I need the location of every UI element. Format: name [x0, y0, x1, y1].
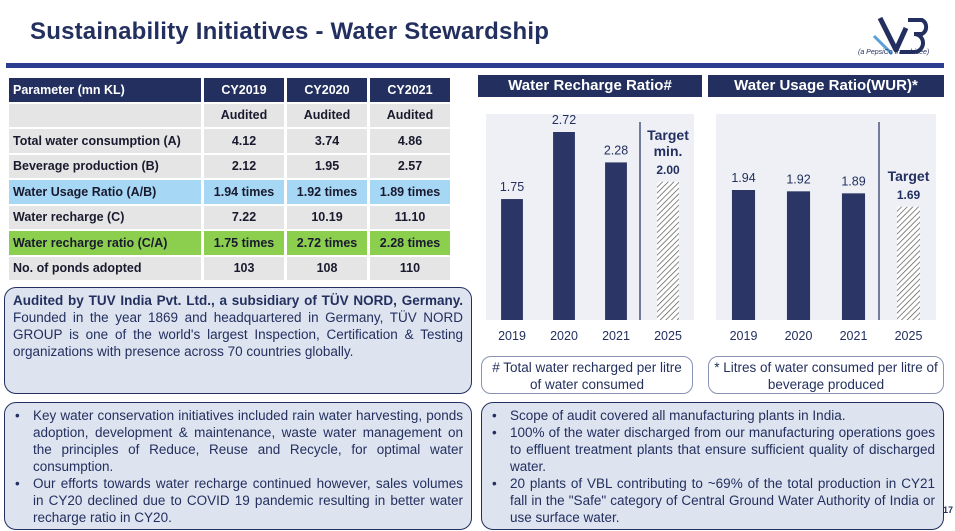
table-cell: 110: [370, 256, 450, 280]
table-row: Water recharge ratio (C/A) 1.75 times 2.72…: [9, 231, 450, 255]
column-header: CY2021: [370, 78, 450, 102]
table-cell: Audited: [204, 103, 284, 127]
bar: [501, 199, 523, 320]
table-cell: 1.92 times: [287, 180, 367, 204]
table-cell: 11.10: [370, 205, 450, 229]
data-label: 1.94: [731, 171, 755, 185]
usage-chart-title: Water Usage Ratio(WUR)*: [708, 75, 944, 97]
initiatives-bullets: Key water conservation initiatives inclu…: [4, 402, 472, 530]
target-bar: [896, 206, 921, 320]
column-header: CY2019: [204, 78, 284, 102]
table-cell: 108: [287, 256, 367, 280]
table-cell: 1.95: [287, 154, 367, 178]
usage-footnote: * Litres of water consumed per litre of …: [708, 356, 944, 394]
table-cell: 4.12: [204, 129, 284, 153]
x-tick-label: 2021: [602, 329, 630, 343]
table-row: No. of ponds adopted 103 108 110: [9, 256, 450, 280]
x-tick-label: 2021: [840, 329, 868, 343]
bar: [786, 191, 811, 320]
x-tick-label: 2019: [730, 329, 758, 343]
target-bar: [657, 181, 679, 320]
table-cell: 2.72 times: [287, 231, 367, 255]
recharge-footnote: # Total water recharged per litre of wat…: [481, 356, 693, 394]
vb-logo-icon: [872, 16, 929, 56]
table-cell: 7.22: [204, 205, 284, 229]
list-item: Key water conservation initiatives inclu…: [15, 407, 463, 475]
data-label: 1.89: [841, 174, 865, 188]
table-cell: 2.12: [204, 154, 284, 178]
bar: [553, 132, 575, 320]
table-cell: 2.57: [370, 154, 450, 178]
table-cell: Audited: [287, 103, 367, 127]
audit-info-bold: Audited by TUV India Pvt. Ltd., a subsid…: [13, 293, 463, 308]
target-label: Target: [888, 168, 930, 184]
table-row: Audited Audited Audited: [9, 103, 450, 127]
data-label: 1.92: [786, 172, 810, 186]
bar: [841, 193, 866, 320]
bar: [731, 190, 756, 320]
x-tick-label: 2025: [895, 329, 923, 343]
table-cell: Audited: [370, 103, 450, 127]
target-label: Target: [647, 127, 689, 143]
row-label: Beverage production (B): [9, 154, 201, 178]
row-label: Water recharge ratio (C/A): [9, 231, 201, 255]
page-number: 17: [943, 505, 954, 515]
audit-scope-bullets: Scope of audit covered all manufacturing…: [481, 402, 944, 530]
row-label: Water recharge (C): [9, 205, 201, 229]
page-title: Sustainability Initiatives - Water Stewa…: [30, 18, 550, 45]
table-cell: 1.89 times: [370, 180, 450, 204]
table-cell: 1.75 times: [204, 231, 284, 255]
parameters-table: Parameter (mn KL) CY2019 CY2020 CY2021 A…: [6, 76, 453, 282]
logo-subtitle: (a PepsiCo franchisee): [858, 49, 930, 56]
list-item: 20 plants of VBL contributing to ~69% of…: [492, 475, 935, 526]
x-tick-label: 2020: [550, 329, 578, 343]
table-header-row: Parameter (mn KL) CY2019 CY2020 CY2021: [9, 78, 450, 102]
water-recharge-chart: 1.75 2019 2.72 2020 2.28 2021 2.00 2025 Targetmi…: [486, 113, 694, 343]
target-label: min.: [654, 143, 683, 159]
table-row: Water recharge (C) 7.22 10.19 11.10: [9, 205, 450, 229]
table-row: Total water consumption (A) 4.12 3.74 4.86: [9, 129, 450, 153]
bar: [605, 162, 627, 320]
data-label: 1.75: [500, 180, 524, 194]
list-item: 100% of the water discharged from our ma…: [492, 424, 935, 475]
table-row: Water Usage Ratio (A/B) 1.94 times 1.92 ti…: [9, 180, 450, 204]
column-header: Parameter (mn KL): [9, 78, 201, 102]
row-label: Water Usage Ratio (A/B): [9, 180, 201, 204]
column-header: CY2020: [287, 78, 367, 102]
row-label: [9, 103, 201, 127]
x-tick-label: 2020: [785, 329, 813, 343]
table-cell: 10.19: [287, 205, 367, 229]
audit-info-text: Founded in the year 1869 and headquarter…: [13, 310, 463, 359]
data-label: 1.69: [897, 188, 921, 202]
table-cell: 4.86: [370, 129, 450, 153]
table-cell: 2.28 times: [370, 231, 450, 255]
table-cell: 1.94 times: [204, 180, 284, 204]
row-label: No. of ponds adopted: [9, 256, 201, 280]
list-item: Our efforts towards water recharge conti…: [15, 475, 463, 526]
table-row: Beverage production (B) 2.12 1.95 2.57: [9, 154, 450, 178]
x-tick-label: 2019: [498, 329, 526, 343]
table-cell: 103: [204, 256, 284, 280]
x-tick-label: 2025: [654, 329, 682, 343]
audit-info-box: Audited by TUV India Pvt. Ltd., a subsid…: [4, 287, 472, 394]
title-rule: [6, 63, 944, 68]
data-label: 2.28: [604, 143, 628, 157]
recharge-chart-title: Water Recharge Ratio#: [478, 75, 702, 97]
list-item: Scope of audit covered all manufacturing…: [492, 407, 935, 424]
table-cell: 3.74: [287, 129, 367, 153]
data-label: 2.00: [656, 163, 680, 177]
data-label: 2.72: [552, 113, 576, 127]
water-usage-chart: 1.94 2019 1.92 2020 1.89 2021 1.69 2025 Target: [716, 114, 936, 343]
row-label: Total water consumption (A): [9, 129, 201, 153]
